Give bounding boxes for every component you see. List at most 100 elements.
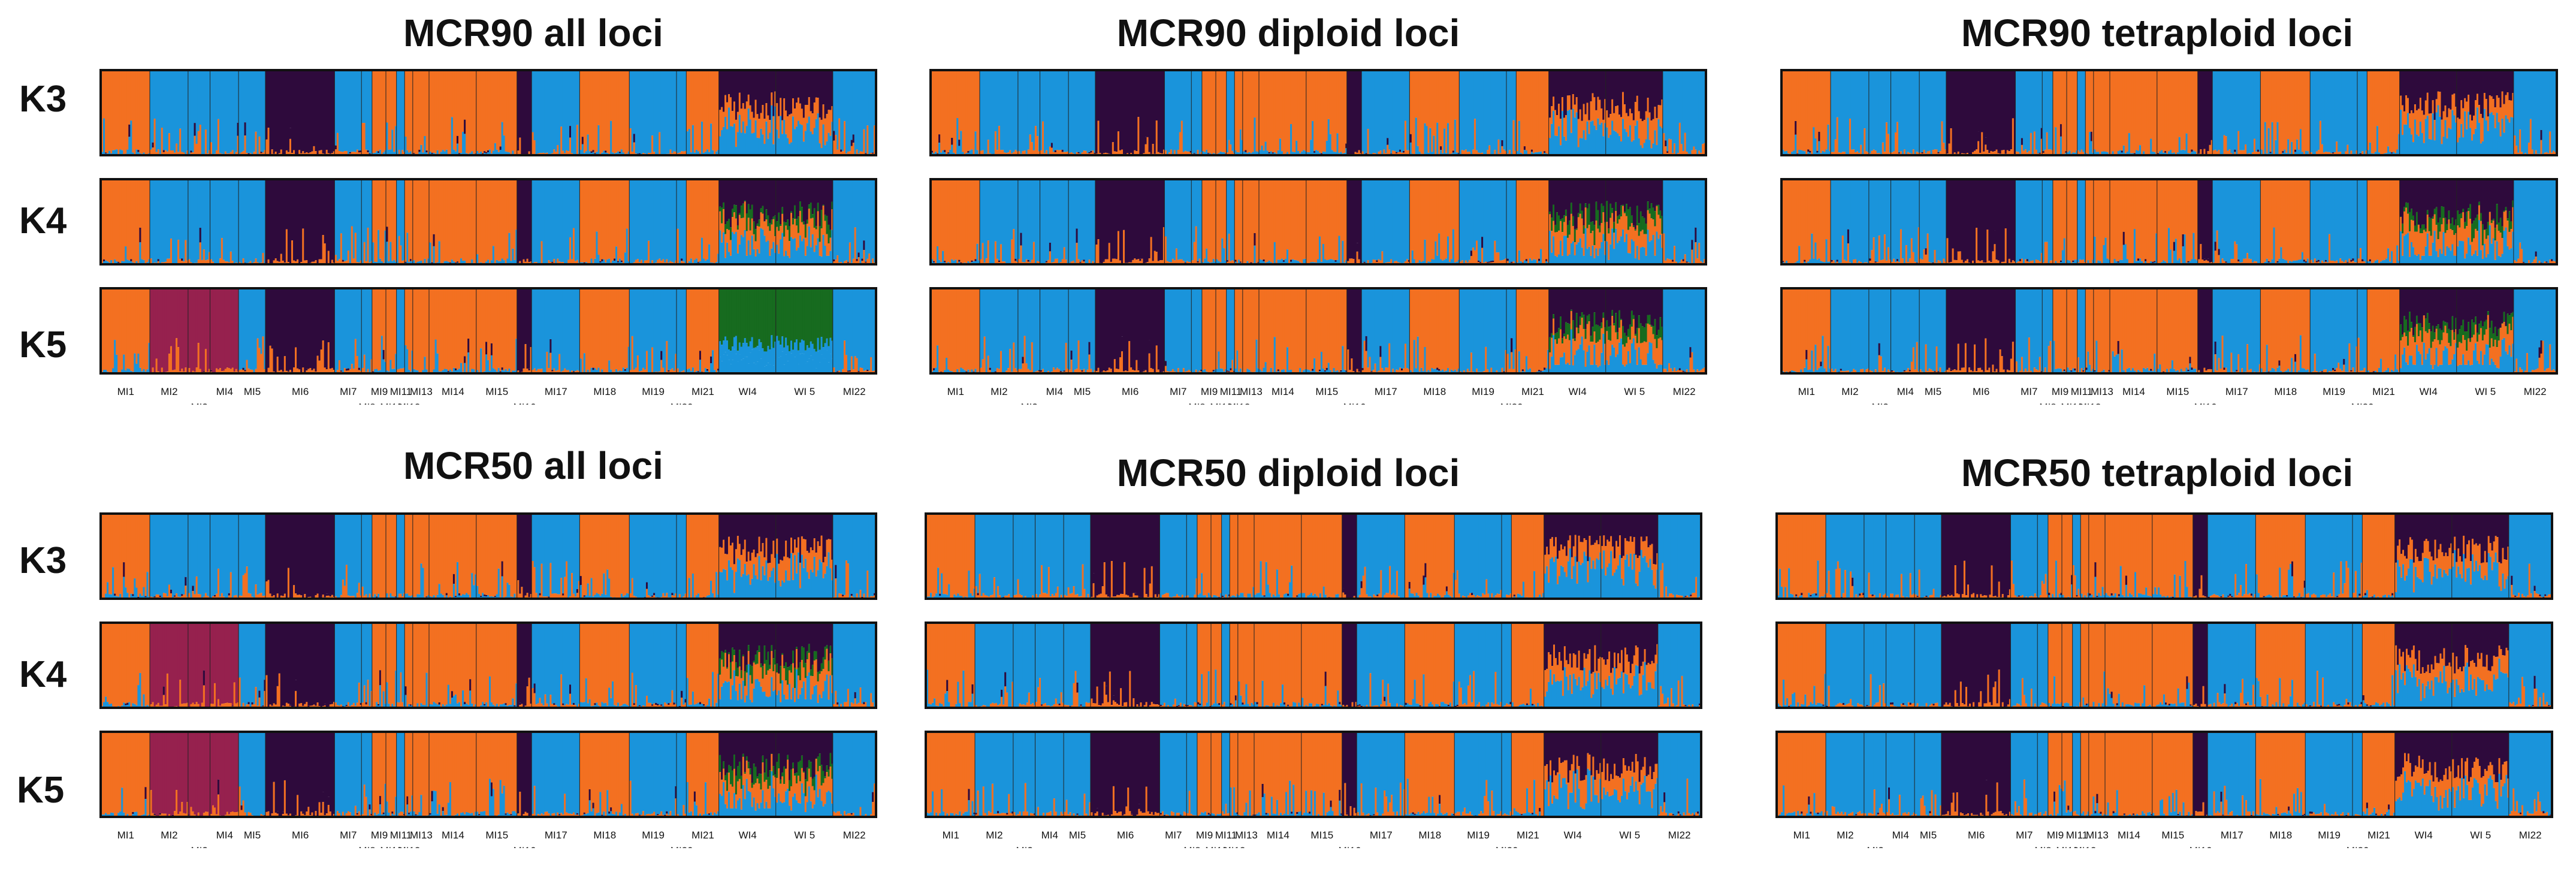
individual-ancestry-segment [1144,144,1147,155]
individual-ancestry-segment [1647,70,1650,98]
individual-ancestry-segment [297,368,299,373]
individual-ancestry-segment [1586,102,1589,122]
individual-ancestry-segment [1563,136,1566,155]
individual-ancestry-segment [1297,150,1300,155]
individual-ancestry-segment [1097,179,1100,240]
individual-ancestry-segment [765,288,768,352]
individual-ancestry-segment [817,70,820,98]
individual-ancestry-segment [1168,179,1171,263]
individual-ancestry-segment [1394,150,1396,155]
individual-ancestry-segment [1031,142,1034,155]
individual-ancestry-segment [506,152,509,155]
individual-ancestry-segment [1622,92,1624,119]
individual-ancestry-segment [783,364,786,373]
individual-ancestry-segment [1166,70,1169,155]
individual-ancestry-segment [1197,179,1200,261]
individual-ancestry-segment [1136,70,1138,152]
individual-ancestry-segment [780,356,782,373]
individual-ancestry-segment [866,125,869,155]
individual-ancestry-segment [469,70,472,153]
individual-ancestry-segment [1074,179,1077,263]
individual-ancestry-segment [1525,259,1528,261]
individual-ancestry-segment [1553,70,1555,97]
individual-ancestry-segment [606,259,609,264]
individual-ancestry-segment [221,238,224,264]
individual-ancestry-segment [648,288,650,373]
individual-ancestry-segment [865,288,867,370]
individual-ancestry-segment [195,70,198,144]
individual-ancestry-segment [673,70,676,152]
individual-ancestry-segment [224,369,227,373]
individual-ancestry-segment [608,288,611,361]
individual-ancestry-segment [1023,150,1026,155]
individual-ancestry-segment [612,288,614,372]
individual-ancestry-segment [1079,179,1082,263]
individual-ancestry-segment [1083,179,1086,260]
individual-ancestry-segment [1052,152,1055,155]
individual-ancestry-segment [1106,70,1109,153]
individual-ancestry-segment [510,70,512,155]
individual-ancestry-segment [531,132,534,155]
individual-ancestry-segment [297,179,299,260]
individual-ancestry-segment [738,215,741,245]
individual-ancestry-segment [551,288,554,370]
individual-ancestry-segment [1370,70,1373,154]
individual-ancestry-segment [987,240,990,264]
individual-ancestry-segment [327,251,330,264]
individual-ancestry-segment [1473,250,1476,264]
individual-ancestry-segment [501,288,504,368]
individual-ancestry-segment [1108,179,1111,243]
individual-ancestry-segment [484,179,486,264]
individual-ancestry-segment [172,70,174,150]
individual-ancestry-segment [829,288,832,338]
individual-ancestry-segment [806,219,809,224]
individual-ancestry-segment [1625,132,1628,155]
individual-ancestry-segment [792,98,795,117]
individual-ancestry-segment [195,179,198,263]
individual-ancestry-segment [767,226,769,241]
individual-ancestry-segment [512,179,514,249]
individual-ancestry-segment [1511,179,1513,262]
individual-ancestry-segment [488,70,491,150]
chart-title-mcr50-all: MCR50 all loci [403,444,663,487]
individual-ancestry-segment [778,179,780,213]
individual-ancestry-segment [384,70,387,150]
individual-ancestry-segment [208,288,211,369]
individual-ancestry-segment [347,368,350,370]
individual-ancestry-segment [1568,70,1571,96]
individual-ancestry-segment [633,179,636,263]
individual-ancestry-segment [842,369,844,373]
individual-ancestry-segment [1334,152,1337,155]
individual-ancestry-segment [1540,179,1542,249]
individual-ancestry-segment [497,288,500,368]
individual-ancestry-segment [447,179,450,262]
individual-ancestry-segment [1481,248,1484,264]
individual-ancestry-segment [1027,70,1030,150]
individual-ancestry-segment [1406,150,1409,155]
individual-ancestry-segment [424,288,427,357]
individual-ancestry-segment [751,70,754,112]
individual-ancestry-segment [494,369,497,373]
individual-ancestry-segment [370,179,373,261]
individual-ancestry-segment [161,70,164,128]
individual-ancestry-segment [128,369,131,373]
individual-ancestry-segment [492,150,495,155]
individual-ancestry-segment [708,244,711,264]
individual-ancestry-segment [1674,70,1676,144]
individual-ancestry-segment [1345,148,1348,155]
individual-ancestry-segment [1123,70,1125,154]
individual-ancestry-segment [1125,70,1127,155]
individual-ancestry-segment [822,179,825,205]
individual-ancestry-segment [1588,134,1591,155]
individual-ancestry-segment [1210,70,1213,155]
individual-ancestry-segment [555,370,557,373]
individual-ancestry-segment [1478,260,1480,263]
individual-ancestry-segment [1397,152,1400,155]
individual-ancestry-segment [802,141,805,155]
individual-ancestry-segment [778,231,780,254]
individual-ancestry-segment [1454,70,1457,120]
individual-ancestry-segment [651,347,654,373]
individual-ancestry-segment [1654,130,1657,155]
individual-ancestry-segment [824,118,827,146]
individual-ancestry-segment [684,70,687,151]
